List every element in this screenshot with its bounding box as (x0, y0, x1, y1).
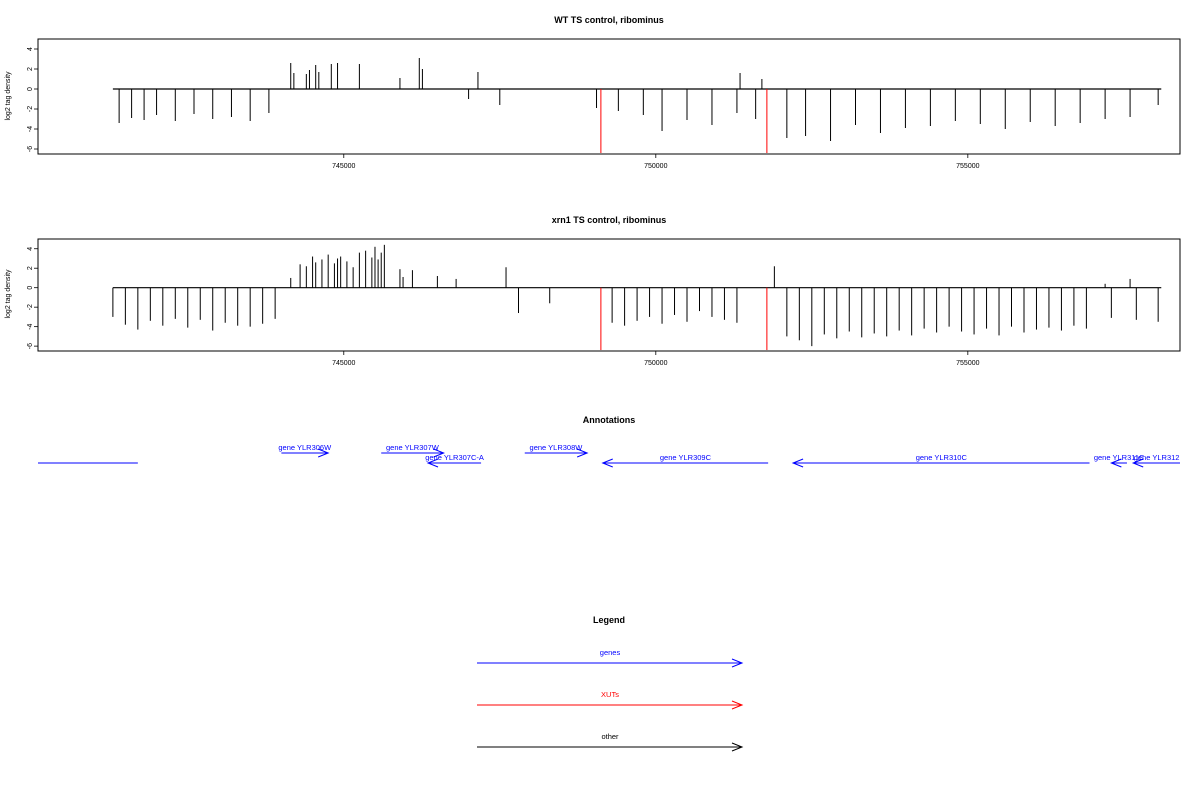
gene-annotation: gene YLR308W (524, 443, 589, 458)
legend: Legend genes XUTs other (477, 615, 744, 752)
annotations-title: Annotations (583, 415, 636, 425)
legend-label: XUTs (601, 690, 619, 699)
arrow-head (317, 448, 330, 458)
arrow-head (576, 448, 589, 458)
gene-annotation: gene YLR310C (791, 453, 1090, 468)
y-tick-label: 4 (27, 247, 34, 251)
wt-coverage-panel: WT TS control, ribominus log2 tag densit… (5, 15, 1181, 170)
x-tick-label: 750000 (644, 360, 667, 367)
y-tick-label: -4 (27, 126, 34, 132)
xrn1-coverage-panel: xrn1 TS control, ribominus log2 tag dens… (5, 215, 1181, 367)
gene-label: gene YLR310C (916, 453, 968, 462)
legend-label: other (601, 732, 619, 741)
panel-title: WT TS control, ribominus (554, 15, 664, 25)
y-tick-label: -4 (27, 323, 34, 329)
gene-annotation: gene YLR306W (278, 443, 332, 458)
x-axis-ticks: 745000 750000 755000 (332, 351, 980, 367)
x-tick-label: 745000 (332, 360, 355, 367)
legend-item: genes (477, 648, 744, 668)
arrow-head (426, 458, 439, 468)
coverage-bars (112, 244, 1159, 351)
y-tick-label: 4 (27, 47, 34, 51)
arrow-head (731, 742, 744, 752)
x-tick-label: 755000 (956, 360, 979, 367)
gene-label: gene YLR307W (386, 443, 440, 452)
gene-annotation: gene YLR309C (601, 453, 769, 468)
gene-annotation: gene YLR312 (1131, 453, 1180, 468)
gene-label: gene YLR311C (1094, 453, 1145, 462)
x-tick-label: 745000 (332, 163, 355, 170)
arrow-head (1110, 458, 1122, 468)
arrow-head (601, 458, 613, 468)
arrow-head (731, 658, 744, 668)
y-tick-label: 0 (27, 286, 34, 290)
gene-label: gene YLR306W (278, 443, 332, 452)
y-axis-label: log2 tag density (5, 269, 12, 319)
coverage-bars (118, 58, 1159, 153)
y-tick-label: 0 (27, 87, 34, 91)
x-axis-ticks: 745000 750000 755000 (332, 154, 980, 170)
legend-title: Legend (593, 615, 625, 625)
gene-annotation: gene YLR307W (381, 443, 445, 458)
legend-label: genes (600, 648, 621, 657)
y-tick-label: 2 (27, 266, 34, 270)
y-tick-label: -2 (27, 304, 34, 310)
plot-frame (37, 238, 1181, 352)
legend-item: other (477, 732, 744, 752)
gene-annotation: gene YLR307C-A (425, 453, 484, 468)
x-tick-label: 750000 (644, 163, 667, 170)
y-tick-label: -6 (27, 146, 34, 152)
gene-annotation: gene YLR311C (1094, 453, 1145, 468)
panel-title: xrn1 TS control, ribominus (552, 215, 667, 225)
legend-items: genes XUTs other (477, 648, 744, 752)
x-tick-label: 755000 (956, 163, 979, 170)
y-tick-label: 2 (27, 67, 34, 71)
gene-label: gene YLR307C-A (425, 453, 484, 462)
annotations-track: Annotations gene YLR306W gene YLR307Wgene… (38, 415, 1180, 468)
legend-item: XUTs (477, 690, 744, 710)
y-axis-ticks: 4 2 0 -2 -4 -6 (27, 47, 38, 152)
plot-frame (37, 38, 1181, 155)
gene-label: gene YLR309C (660, 453, 712, 462)
y-axis-label: log2 tag density (5, 71, 12, 121)
y-tick-label: -6 (27, 343, 34, 349)
arrow-head (433, 448, 445, 458)
arrow-head (791, 458, 804, 468)
y-tick-label: -2 (27, 106, 34, 112)
arrow-head (731, 700, 744, 710)
gene-label: gene YLR312 (1134, 453, 1180, 462)
gene-label: gene YLR308W (530, 443, 584, 452)
arrow-head (1131, 458, 1144, 468)
y-axis-ticks: 4 2 0 -2 -4 -6 (27, 247, 38, 349)
